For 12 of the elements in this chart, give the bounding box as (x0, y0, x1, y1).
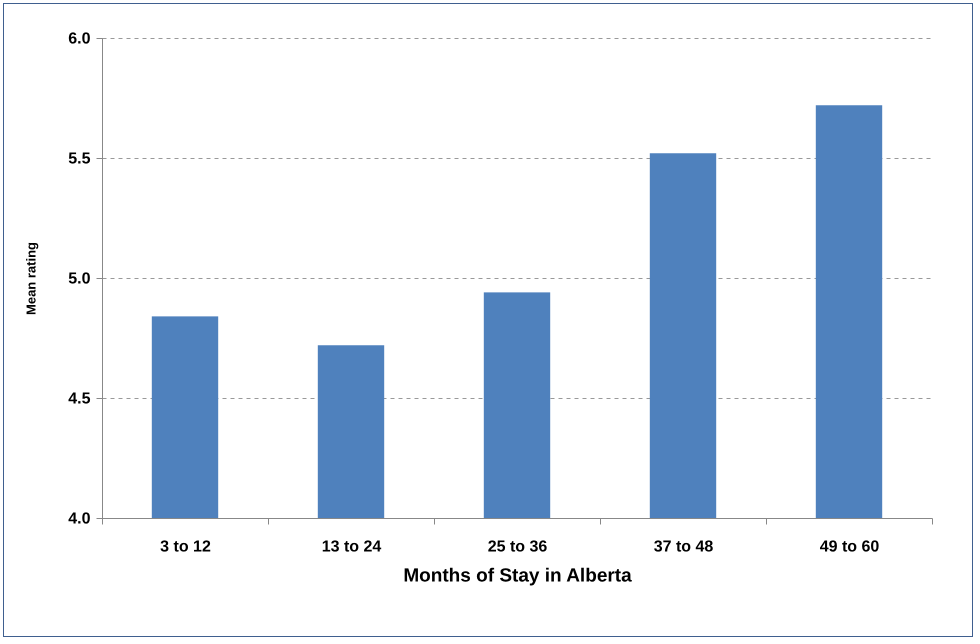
y-axis-title: Mean rating (23, 242, 38, 315)
y-tick-label: 5.0 (68, 270, 91, 288)
y-tick-label: 4.0 (68, 510, 91, 528)
x-tick-label: 13 to 24 (322, 538, 382, 556)
x-tick-label: 3 to 12 (160, 538, 211, 556)
y-tick-label: 5.5 (68, 150, 91, 168)
x-tick-label: 25 to 36 (488, 538, 548, 556)
y-tick-label: 4.5 (68, 390, 91, 408)
x-axis-title: Months of Stay in Alberta (403, 566, 632, 586)
x-tick-label: 37 to 48 (654, 538, 714, 556)
y-tick-label: 6.0 (68, 30, 91, 48)
x-tick-label: 49 to 60 (820, 538, 880, 556)
